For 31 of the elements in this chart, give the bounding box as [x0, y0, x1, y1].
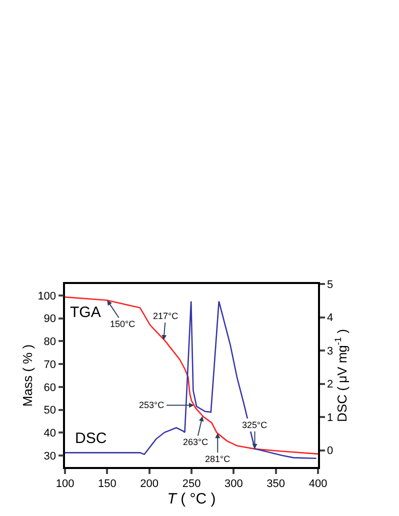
y-tick-label: 70: [44, 358, 56, 371]
y2-tick-label: 0: [326, 445, 334, 458]
y-tick-label: 40: [44, 428, 56, 440]
annotation: 150°C: [110, 319, 136, 329]
annotation: TGA: [70, 304, 101, 321]
x-axis-title: T ( °C ): [167, 490, 216, 508]
annotation: DSC: [75, 430, 107, 447]
y-tick-label: 80: [44, 336, 56, 348]
x-tick-label: 400: [308, 478, 328, 490]
y2-tick-label: 5: [326, 278, 334, 291]
y-tick-label: 50: [44, 404, 56, 417]
annotation: 263°C: [183, 437, 209, 447]
y-axis-title: Mass ( % ): [20, 344, 36, 407]
x-tick-label: 300: [224, 478, 243, 490]
y-tick-label: 90: [44, 313, 56, 326]
annotation: 325°C: [242, 420, 268, 430]
y2-tick-label: 3: [326, 345, 334, 358]
x-tick-label: 350: [266, 478, 286, 490]
y-tick-label: 60: [44, 382, 56, 394]
annotation: 217°C: [153, 311, 179, 321]
x-tick-label: 100: [56, 478, 74, 490]
y-tick-label: 30: [44, 450, 56, 462]
y2-tick-label: 2: [326, 378, 334, 391]
x-tick-label: 200: [140, 478, 159, 490]
annotation: 281°C: [205, 454, 231, 464]
y2-tick-label: 4: [326, 312, 334, 324]
annotation: 253°C: [139, 400, 165, 410]
y2-tick-label: 1: [326, 412, 334, 424]
x-tick-label: 250: [182, 478, 201, 490]
x-tick-label: 150: [98, 478, 116, 490]
y-tick-label: 100: [38, 290, 56, 302]
